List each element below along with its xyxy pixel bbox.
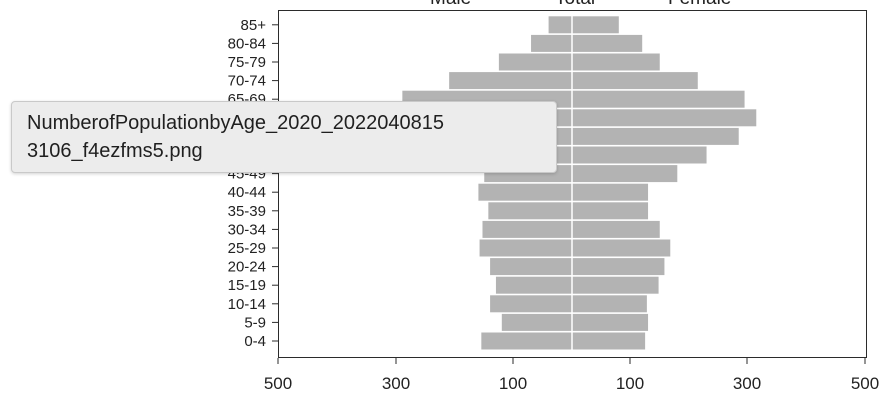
bar-female-65-69 (572, 90, 745, 108)
bar-male-15-19 (495, 276, 572, 294)
bar-female-60-64 (572, 109, 757, 127)
bar-male-75-79 (498, 53, 572, 71)
bar-female-0-4 (572, 332, 646, 350)
bar-male-20-24 (490, 258, 572, 276)
bar-female-15-19 (572, 276, 659, 294)
bar-female-85+ (572, 16, 619, 34)
bar-male-5-9 (501, 313, 572, 331)
bar-female-55-59 (572, 127, 739, 145)
y-tick-label-20-24: 20-24 (228, 259, 266, 276)
x-tick-label: 300 (733, 374, 761, 393)
bar-female-75-79 (572, 53, 660, 71)
bar-female-80-84 (572, 34, 643, 52)
y-tick-label-35-39: 35-39 (228, 203, 266, 220)
x-tick-label: 500 (851, 374, 879, 393)
y-tick-label-40-44: 40-44 (228, 184, 266, 201)
tooltip-line-1: NumberofPopulationbyAge_2020_2022040815 (27, 112, 445, 134)
y-tick-label-25-29: 25-29 (228, 240, 266, 257)
y-tick-label-80-84: 80-84 (228, 35, 266, 52)
y-tick-label-5-9: 5-9 (244, 314, 266, 331)
bar-male-35-39 (488, 202, 572, 220)
x-tick-label: 100 (499, 374, 527, 393)
bar-female-25-29 (572, 239, 671, 257)
y-tick-label-10-14: 10-14 (228, 296, 266, 313)
bar-female-45-49 (572, 165, 678, 183)
bar-female-40-44 (572, 183, 649, 201)
y-tick-label-75-79: 75-79 (228, 54, 266, 71)
y-tick-label-30-34: 30-34 (228, 221, 266, 238)
legend-female: Female (668, 0, 731, 10)
bar-female-70-74 (572, 72, 698, 90)
filename-tooltip: NumberofPopulationbyAge_2020_2022040815 … (11, 101, 557, 173)
bar-female-10-14 (572, 295, 647, 313)
bar-female-5-9 (572, 313, 649, 331)
bar-male-85+ (548, 16, 572, 34)
legend-total: Total (555, 0, 595, 10)
bar-female-20-24 (572, 258, 665, 276)
legend-male: Male (430, 0, 471, 10)
bar-female-30-34 (572, 220, 660, 238)
bar-female-50-54 (572, 146, 707, 164)
bar-male-40-44 (478, 183, 572, 201)
y-tick-label-85+: 85+ (241, 17, 267, 34)
tooltip-line-2: 3106_f4ezfms5.png (27, 140, 203, 162)
y-tick-label-15-19: 15-19 (228, 277, 266, 294)
bar-female-35-39 (572, 202, 649, 220)
y-tick-label-0-4: 0-4 (244, 333, 266, 350)
bar-male-80-84 (531, 34, 572, 52)
bar-male-30-34 (482, 220, 572, 238)
x-tick-label: 100 (616, 374, 644, 393)
bar-male-10-14 (490, 295, 572, 313)
x-tick-label: 500 (264, 374, 292, 393)
bar-male-25-29 (479, 239, 572, 257)
y-tick-label-70-74: 70-74 (228, 73, 266, 90)
chart-legend: Male Total Female (0, 0, 887, 10)
bar-male-70-74 (449, 72, 572, 90)
bar-male-0-4 (481, 332, 572, 350)
x-tick-label: 300 (382, 374, 410, 393)
